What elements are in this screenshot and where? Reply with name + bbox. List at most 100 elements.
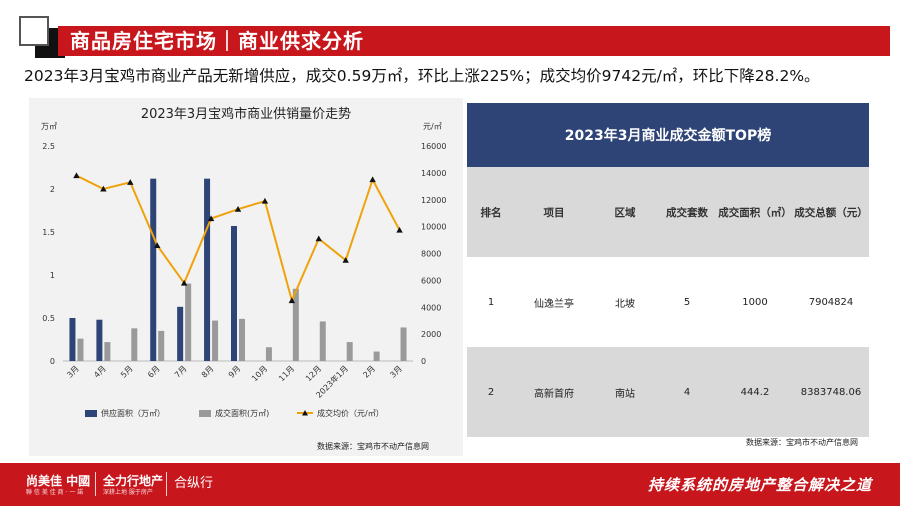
- price-point: [315, 235, 322, 242]
- legend-deal-label: 成交面积(万㎡): [215, 408, 269, 418]
- y-left-tick-label: 0.5: [42, 314, 55, 323]
- cell-rank: 1: [487, 296, 495, 308]
- y-left-tick-label: 0: [50, 357, 55, 366]
- cell-units: 5: [683, 296, 691, 308]
- x-tick-label: 3月: [65, 364, 81, 380]
- y-left-tick-label: 1: [50, 271, 55, 280]
- page-title: 商品房住宅市场｜商业供求分析: [70, 29, 364, 53]
- title-band: [58, 26, 890, 56]
- x-tick-label: 9月: [227, 364, 243, 380]
- brand-shangmeijia: 尚美佳 中國: [26, 474, 91, 488]
- footer-band: [0, 463, 900, 506]
- price-point: [261, 197, 269, 204]
- x-tick-label: 12月: [304, 364, 323, 383]
- price-point: [180, 279, 188, 286]
- price-point: [207, 215, 215, 222]
- col-units: 成交套数: [666, 206, 708, 219]
- cell-project: 高新首府: [534, 388, 574, 400]
- deal-bar: [131, 328, 138, 361]
- x-tick-label: 2月: [361, 364, 377, 380]
- brand-hezongxing: 合纵行: [174, 476, 214, 491]
- deal-bar: [239, 318, 245, 361]
- legend-deal-swatch: [199, 410, 211, 417]
- col-project: 项目: [543, 206, 565, 219]
- price-point: [369, 176, 376, 183]
- footer-slogan: 持续系统的房地产整合解决之道: [647, 476, 872, 494]
- chart-source: 数据来源：宝鸡市不动产信息网: [317, 442, 429, 451]
- x-tick-label: 3月: [388, 364, 404, 380]
- top-table: 2023年3月商业成交金额TOP榜 排名 项目 区域 成交套数 成交面积（㎡） …: [467, 103, 869, 437]
- deal-bar: [400, 327, 407, 361]
- supply-bar: [150, 178, 157, 361]
- chart-title: 2023年3月宝鸡市商业供销量价走势: [141, 106, 351, 122]
- chart-panel: 2023年3月宝鸡市商业供销量价走势万㎡ 元/㎡ 0 0.5 1 1.5 2 2.5 0 2000…: [29, 98, 463, 456]
- price-point: [154, 242, 161, 248]
- price-point: [100, 185, 107, 192]
- x-tick-label: 11月: [277, 364, 296, 383]
- y-right-tick-label: 2000: [421, 330, 441, 339]
- table-row: 1 仙逸兰亭 北坡 5 1000 7904824: [467, 257, 869, 347]
- supply-bar: [96, 319, 103, 361]
- y-left-tick-label: 2.5: [42, 142, 55, 151]
- x-tick-label: 4月: [92, 364, 108, 380]
- supply-bar: [204, 178, 211, 361]
- table-header-row: 排名 项目 区域 成交套数 成交面积（㎡） 成交总额（元）: [467, 167, 869, 257]
- brand-divider: [95, 472, 96, 496]
- price-point: [396, 226, 403, 233]
- supply-bar: [177, 306, 184, 361]
- deal-bar: [185, 283, 192, 361]
- deal-bar: [158, 330, 165, 361]
- deal-bar: [77, 338, 84, 361]
- title-square-outline-icon: [19, 16, 49, 46]
- legend-supply-swatch: [85, 410, 97, 417]
- y-right-tick-label: 8000: [421, 250, 441, 259]
- table-source: 数据来源：宝鸡市不动产信息网: [746, 438, 858, 447]
- left-axis-unit: 万㎡: [41, 122, 57, 131]
- deal-bar: [346, 342, 353, 361]
- deal-bar: [292, 288, 299, 361]
- price-point: [234, 205, 242, 212]
- x-tick-label: 6月: [146, 364, 162, 380]
- deal-bar: [212, 320, 219, 361]
- x-tick-label: 5月: [119, 364, 135, 380]
- price-point: [342, 257, 349, 263]
- x-tick-label: 7月: [173, 364, 189, 380]
- table-row: 2 高新首府 南站 4 444.2 8383748.06: [467, 347, 869, 437]
- cell-project: 仙逸兰亭: [534, 298, 574, 310]
- col-district: 区域: [614, 206, 636, 219]
- cell-district: 北坡: [615, 298, 635, 310]
- supply-bar: [69, 318, 76, 361]
- x-tick-label: 8月: [200, 364, 216, 380]
- y-left-tick-label: 1.5: [42, 228, 55, 237]
- right-axis-unit: 元/㎡: [423, 122, 442, 131]
- deal-bar: [265, 347, 272, 361]
- price-line: [76, 174, 401, 304]
- price-point: [288, 297, 296, 304]
- y-right-tick-label: 12000: [421, 196, 446, 205]
- cell-rank: 2: [487, 386, 495, 398]
- price-point: [127, 179, 134, 185]
- brand-divider: [166, 472, 167, 496]
- deal-bar: [319, 321, 326, 361]
- brand-quanlixing: 全力行地产: [103, 474, 164, 488]
- x-tick-label: 10月: [250, 364, 269, 383]
- cell-total: 7904824: [808, 296, 854, 308]
- cell-area: 444.2: [740, 386, 770, 398]
- col-rank: 排名: [480, 206, 502, 219]
- y-right-tick-label: 6000: [421, 276, 441, 285]
- deal-bar: [373, 351, 380, 361]
- supply-bar: [231, 225, 237, 361]
- brand-shangmeijia-sub: 聯 信 美 佳 商 · 一 諾: [26, 489, 84, 496]
- col-total: 成交总额（元）: [794, 206, 868, 219]
- brand-quanlixing-sub: 深耕上地 服于房产: [103, 489, 153, 496]
- y-right-tick-label: 0: [421, 357, 426, 366]
- cell-units: 4: [683, 386, 691, 398]
- cell-area: 1000: [742, 296, 768, 308]
- price-point: [73, 172, 80, 179]
- legend-price-label: 成交均价（元/㎡）: [317, 408, 384, 418]
- deal-bar: [104, 342, 111, 361]
- table-title: 2023年3月商业成交金额TOP榜: [467, 103, 869, 167]
- summary-text: 2023年3月宝鸡市商业产品无新增供应，成交0.59万㎡，环比上涨225%；成交…: [24, 67, 820, 85]
- y-left-tick-label: 2: [50, 185, 55, 194]
